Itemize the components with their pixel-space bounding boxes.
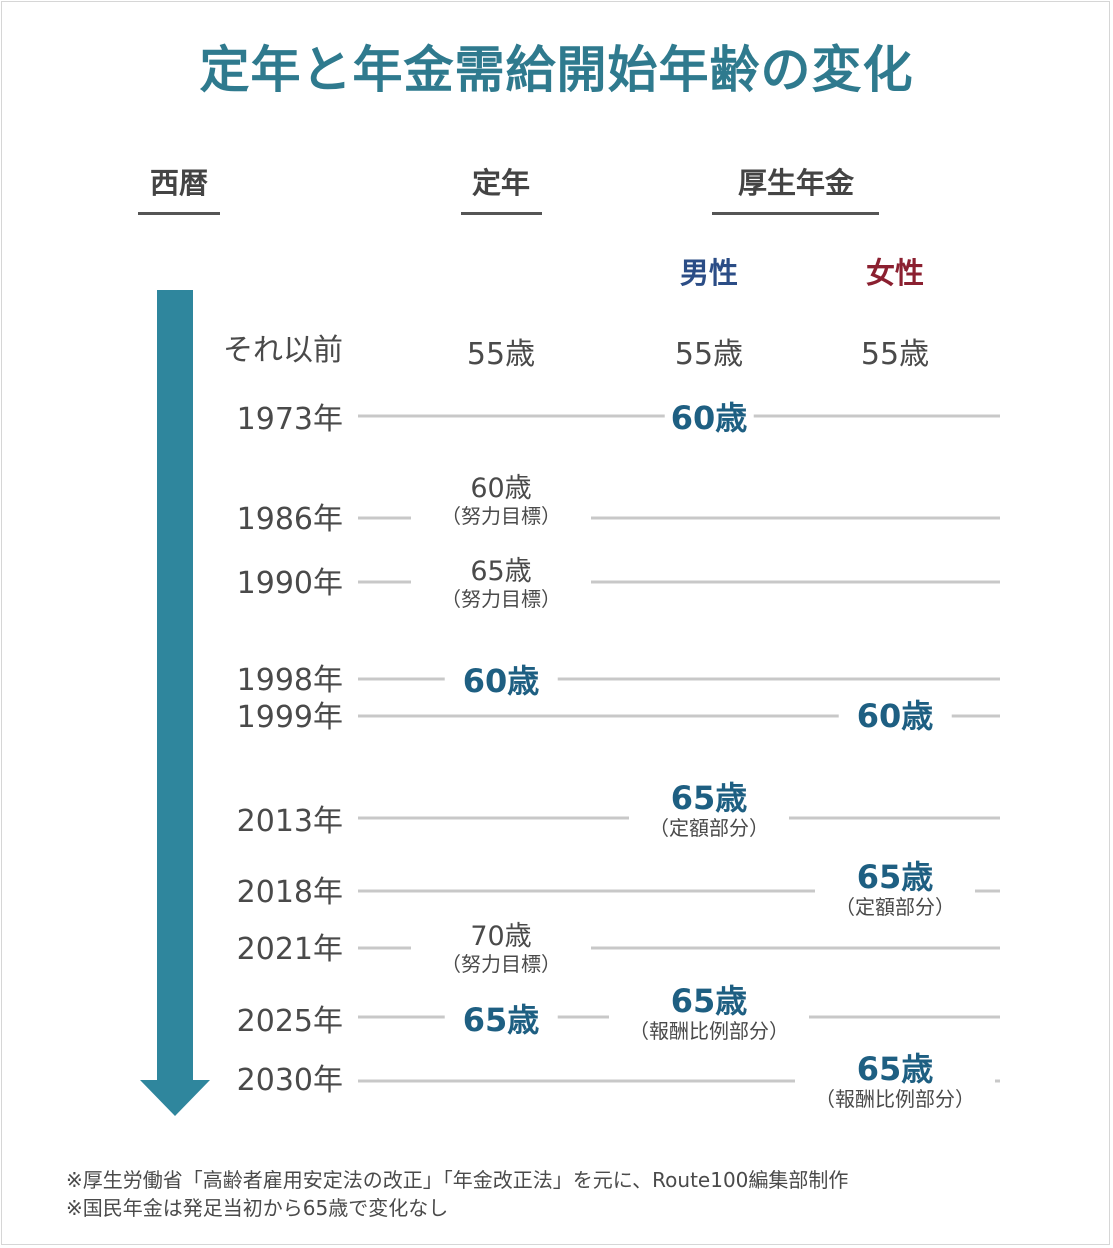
year-label: 1986年 <box>236 502 343 537</box>
header-pension-underline <box>712 212 879 215</box>
male-pension-note: （定額部分） <box>649 816 769 840</box>
header-male: 男性 <box>679 256 739 290</box>
row-line <box>358 677 1000 681</box>
year-label: 1999年 <box>236 700 343 735</box>
male-pension-age: 60歳 <box>664 400 754 436</box>
retirement-age: 70歳 <box>470 921 532 952</box>
year-label: 2025年 <box>236 1004 343 1039</box>
timeline-arrow-shaft <box>157 290 193 1080</box>
header-retirement: 定年 <box>471 166 531 200</box>
footer-source-note: ※厚生労働省「高齢者雇用安定法の改正」「年金改正法」を元に、Route100編集… <box>66 1168 849 1192</box>
male-pension-age: 65歳 <box>670 982 748 1020</box>
female-pension-age: 55歳 <box>854 329 936 373</box>
header-year: 西暦 <box>149 166 209 200</box>
retirement-age: 65歳 <box>470 556 532 587</box>
retirement-age: 60歳 <box>444 663 558 699</box>
year-label: それ以前 <box>223 333 343 368</box>
retirement-age: 65歳 <box>444 1002 558 1038</box>
header-pension: 厚生年金 <box>737 166 855 200</box>
row-line <box>358 889 1000 893</box>
female-pension-age: 65歳 <box>856 1050 934 1088</box>
year-label: 2030年 <box>236 1063 343 1098</box>
retirement-cell: 65歳 （努力目標） <box>411 557 591 611</box>
retirement-cell: 70歳 （努力目標） <box>411 922 591 976</box>
page-title: 定年と年金需給開始年齢の変化 <box>199 41 914 99</box>
female-pension-note: （定額部分） <box>835 895 955 919</box>
year-label: 1990年 <box>236 566 343 601</box>
retirement-note: （努力目標） <box>441 587 561 611</box>
male-pension-age: 65歳 <box>670 779 748 817</box>
row-line <box>358 1079 1000 1083</box>
header-female: 女性 <box>865 256 925 290</box>
retirement-age: 55歳 <box>460 329 542 373</box>
male-pension-note: （報酬比例部分） <box>629 1019 789 1043</box>
female-pension-note: （報酬比例部分） <box>815 1087 975 1111</box>
female-pension-age: 65歳 <box>856 858 934 896</box>
row-line <box>358 946 1000 950</box>
year-label: 2021年 <box>236 932 343 967</box>
year-label: 2018年 <box>236 875 343 910</box>
female-pension-cell: 65歳 （報酬比例部分） <box>795 1051 995 1111</box>
footer-national-pension-note: ※国民年金は発足当初から65歳で変化なし <box>66 1196 449 1220</box>
male-pension-age: 55歳 <box>668 329 750 373</box>
header-retirement-underline <box>461 212 542 215</box>
retirement-age: 60歳 <box>470 473 532 504</box>
row-line <box>358 516 1000 520</box>
retirement-cell: 60歳 （努力目標） <box>411 474 591 528</box>
header-year-underline <box>138 212 220 215</box>
female-pension-age: 60歳 <box>838 698 952 734</box>
year-label: 2013年 <box>236 804 343 839</box>
male-pension-cell: 65歳 （報酬比例部分） <box>609 983 809 1043</box>
male-pension-cell: 65歳 （定額部分） <box>629 780 789 840</box>
female-pension-cell: 65歳 （定額部分） <box>815 859 975 919</box>
footer-notes: ※厚生労働省「高齢者雇用安定法の改正」「年金改正法」を元に、Route100編集… <box>66 1166 848 1222</box>
row-line <box>358 580 1000 584</box>
timeline-arrow-head <box>140 1080 210 1116</box>
row-line <box>358 714 1000 718</box>
year-label: 1973年 <box>236 402 343 437</box>
retirement-note: （努力目標） <box>441 952 561 976</box>
year-label: 1998年 <box>236 663 343 698</box>
retirement-note: （努力目標） <box>441 504 561 528</box>
